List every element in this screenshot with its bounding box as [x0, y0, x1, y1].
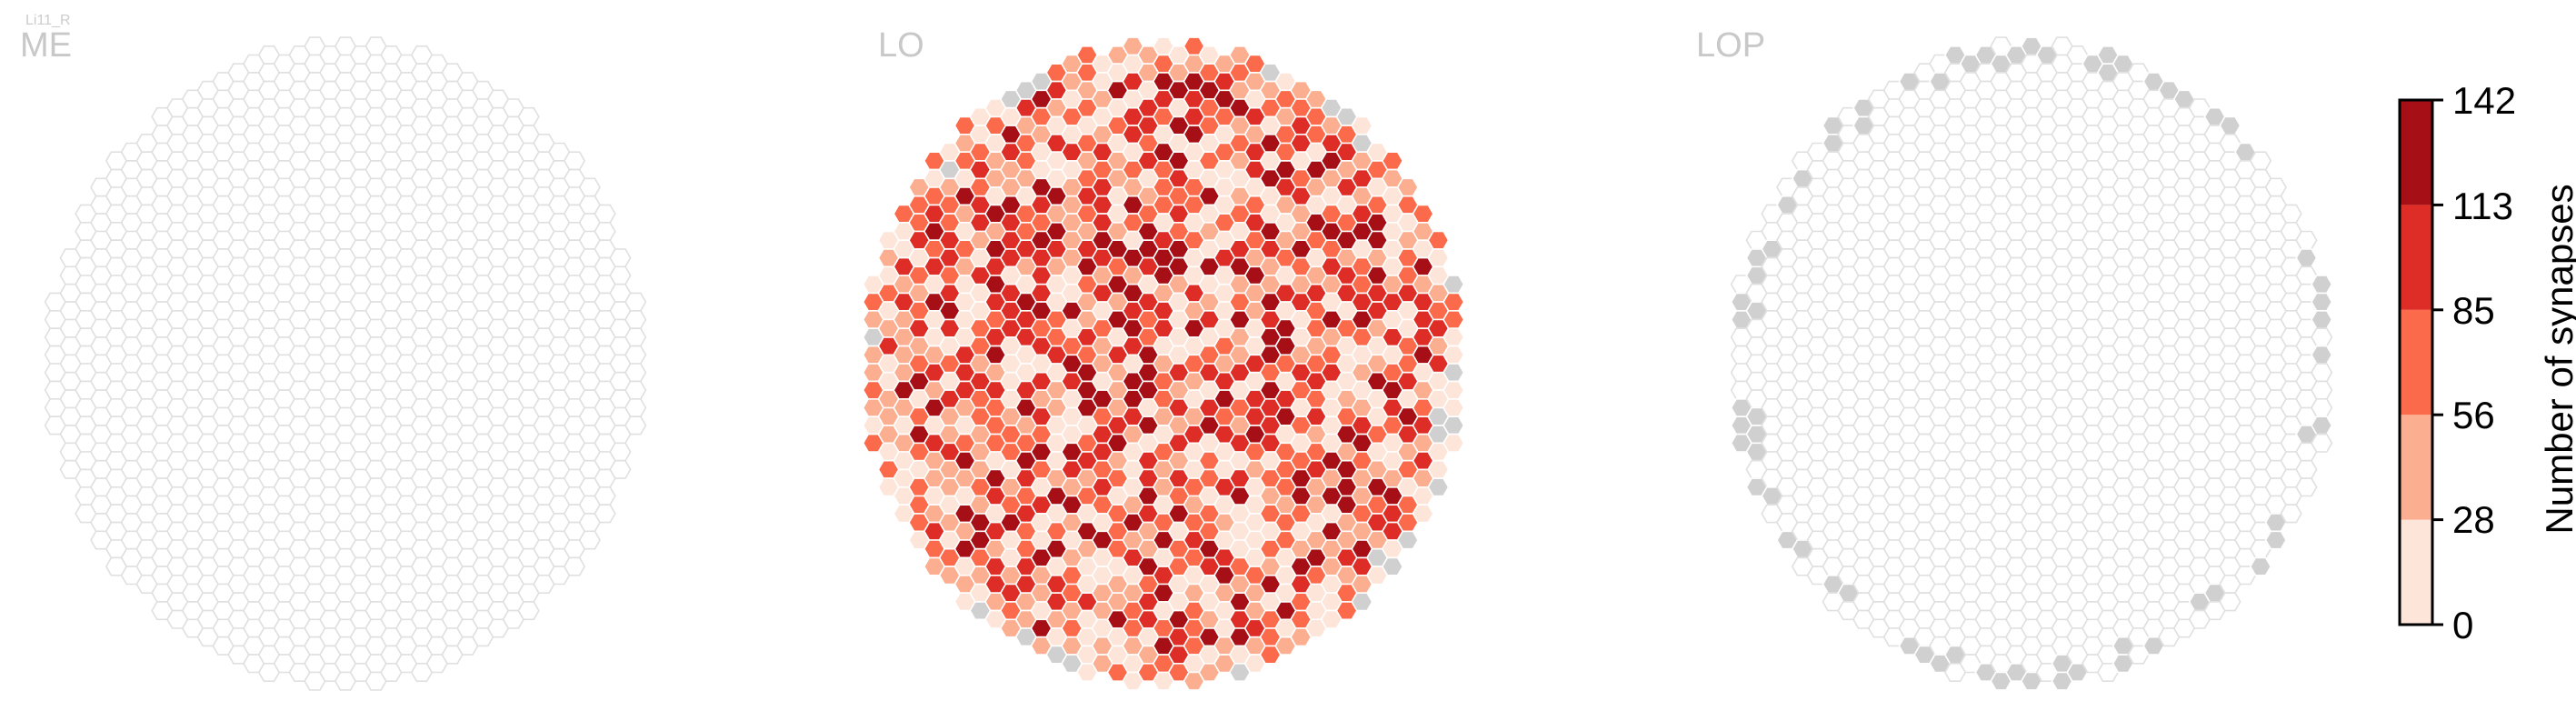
panel-title-me: ME — [20, 26, 72, 65]
hex-column — [517, 601, 540, 621]
hex-column — [1396, 177, 1419, 197]
hex-column — [1443, 345, 1465, 365]
hex-column — [2311, 275, 2333, 295]
hex-column — [1412, 504, 1434, 524]
panel-lop-hexgrid — [1730, 36, 2333, 691]
hex-column — [2311, 416, 2333, 436]
colorbar-tick-label: 142 — [2452, 79, 2516, 122]
colorbar-tick-label: 28 — [2452, 498, 2495, 541]
hex-column — [2295, 230, 2318, 250]
hex-column — [609, 248, 632, 268]
hex-column — [1412, 204, 1434, 224]
hex-column — [1396, 530, 1419, 550]
hex-column — [609, 459, 632, 479]
hex-column — [1427, 248, 1450, 268]
cell-type-label: Li11_R — [25, 13, 71, 28]
hex-column — [624, 397, 647, 418]
hex-column — [1443, 380, 1465, 400]
hex-column — [624, 345, 647, 365]
hex-column — [2280, 504, 2302, 524]
hex-column — [1443, 363, 1465, 383]
hex-column — [1443, 416, 1465, 436]
hex-column — [2264, 177, 2287, 197]
panel-title-lo: LO — [878, 26, 924, 65]
hex-column — [594, 222, 616, 242]
hex-column — [1427, 477, 1450, 497]
hex-column — [2311, 345, 2333, 365]
hex-column — [2311, 380, 2333, 400]
hex-column — [594, 486, 616, 506]
panel-lo-hexgrid — [862, 36, 1465, 691]
hex-column — [609, 442, 632, 462]
hex-column — [2295, 477, 2318, 497]
hex-column — [594, 504, 616, 524]
hex-column — [594, 204, 616, 224]
hex-column — [624, 327, 647, 347]
hex-column — [2295, 459, 2318, 479]
hex-column — [1427, 459, 1450, 479]
hex-column — [624, 380, 647, 400]
hex-column — [2264, 530, 2287, 550]
hex-column — [2219, 592, 2242, 612]
colorbar-bin — [2400, 519, 2432, 625]
hex-column — [1427, 230, 1450, 250]
colorbar-bin — [2400, 415, 2432, 520]
hex-column — [578, 530, 601, 550]
colorbar-tick-label: 56 — [2452, 394, 2495, 436]
hex-column — [1381, 556, 1404, 576]
hex-column — [2311, 397, 2333, 418]
hex-column — [1443, 292, 1465, 312]
colorbar-label: Number of synapses — [2538, 184, 2576, 534]
hex-column — [563, 151, 586, 171]
hex-column — [609, 265, 632, 285]
hex-column — [2249, 556, 2272, 576]
hex-column — [1351, 115, 1373, 135]
hex-column — [624, 309, 647, 330]
colorbar-tick-label: 0 — [2452, 604, 2473, 646]
hex-column — [624, 292, 647, 312]
hex-column — [624, 416, 647, 436]
hex-column — [624, 363, 647, 383]
colorbar-tick-label: 85 — [2452, 289, 2495, 332]
panel-title-lop: LOP — [1696, 26, 1765, 65]
hex-column — [2280, 204, 2302, 224]
hex-column — [2311, 327, 2333, 347]
hex-column — [1443, 275, 1465, 295]
hex-column — [2249, 151, 2272, 171]
panel-me-hexgrid — [44, 36, 647, 691]
hex-column — [578, 177, 601, 197]
colorbar-bin — [2400, 309, 2432, 416]
hex-column — [1443, 433, 1465, 453]
colorbar-frame — [2398, 98, 2434, 626]
colorbar-ticks: 142 113 85 56 28 0 — [2452, 79, 2516, 646]
hex-column — [1443, 327, 1465, 347]
colorbar-bin — [2400, 100, 2432, 205]
hex-column — [2295, 248, 2318, 268]
hex-column — [1351, 592, 1373, 612]
hex-column — [517, 106, 540, 126]
colorbar-tick-label: 113 — [2452, 185, 2513, 227]
hex-column — [1443, 309, 1465, 330]
hex-column — [1443, 397, 1465, 418]
hex-column — [2219, 115, 2242, 135]
hex-column — [2311, 363, 2333, 383]
hex-column — [2311, 433, 2333, 453]
colorbar-bin — [2400, 205, 2432, 310]
hex-column — [2311, 292, 2333, 312]
hex-column — [2311, 309, 2333, 330]
colorbar — [2398, 98, 2443, 626]
hex-column — [1381, 151, 1404, 171]
hex-column — [563, 556, 586, 576]
